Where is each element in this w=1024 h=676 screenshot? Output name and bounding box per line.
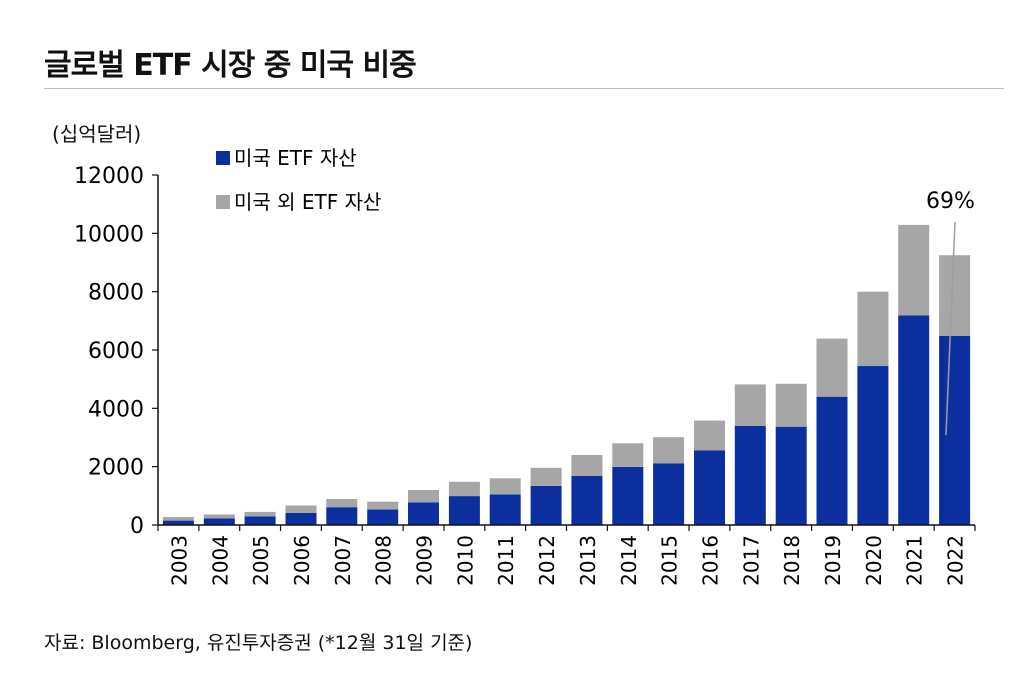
y-tick-label-2000: 2000 bbox=[88, 456, 144, 481]
x-tick-label-2010: 2010 bbox=[453, 535, 477, 586]
bar-non-us-2014 bbox=[612, 443, 644, 467]
bar-us-2014 bbox=[612, 467, 644, 525]
y-tick-label-8000: 8000 bbox=[88, 281, 144, 306]
bar-non-us-2021 bbox=[898, 224, 930, 316]
annotation-share-label: 69% bbox=[926, 189, 975, 214]
title-divider bbox=[44, 88, 1004, 89]
bar-us-2006 bbox=[285, 512, 317, 526]
bar-non-us-2013 bbox=[571, 455, 603, 476]
bar-us-2016 bbox=[694, 450, 725, 525]
bar-non-us-2009 bbox=[408, 490, 439, 503]
legend-swatch-non-us bbox=[216, 195, 230, 209]
x-tick-label-2015: 2015 bbox=[658, 535, 682, 586]
y-tick-label-4000: 4000 bbox=[88, 397, 144, 422]
x-tick-label-2018: 2018 bbox=[780, 535, 804, 586]
bar-non-us-2019 bbox=[816, 338, 848, 397]
x-tick-label-2021: 2021 bbox=[903, 535, 927, 586]
bar-non-us-2006 bbox=[285, 505, 317, 513]
legend-swatch-us bbox=[216, 151, 230, 165]
x-tick-label-2012: 2012 bbox=[535, 535, 559, 586]
bar-non-us-2011 bbox=[489, 478, 521, 495]
y-tick-label-0: 0 bbox=[130, 514, 144, 539]
bar-us-2019 bbox=[816, 396, 848, 525]
bar-us-2022 bbox=[939, 336, 971, 525]
bar-us-2015 bbox=[653, 463, 685, 525]
bar-us-2013 bbox=[571, 476, 603, 525]
x-tick-label-2019: 2019 bbox=[821, 535, 845, 586]
x-tick-label-2011: 2011 bbox=[494, 535, 518, 586]
bar-us-2011 bbox=[489, 494, 521, 525]
bar-non-us-2017 bbox=[734, 384, 766, 426]
x-tick-label-2003: 2003 bbox=[167, 535, 191, 586]
bars-group bbox=[162, 224, 971, 526]
bar-non-us-2022 bbox=[939, 255, 971, 336]
x-tick-label-2013: 2013 bbox=[576, 535, 600, 586]
x-tick-label-2006: 2006 bbox=[290, 535, 314, 586]
x-tick-label-2009: 2009 bbox=[413, 535, 437, 586]
bar-non-us-2015 bbox=[653, 437, 685, 464]
bar-non-us-2016 bbox=[694, 420, 725, 451]
bar-us-2020 bbox=[857, 366, 889, 525]
bar-us-2008 bbox=[367, 509, 399, 525]
legend-label-us: 미국 ETF 자산 bbox=[234, 146, 357, 170]
bar-non-us-2012 bbox=[530, 467, 562, 486]
bar-us-2012 bbox=[530, 485, 562, 525]
bar-us-2003 bbox=[162, 520, 194, 525]
x-tick-label-2007: 2007 bbox=[331, 535, 355, 586]
bar-non-us-2008 bbox=[367, 501, 399, 510]
bar-non-us-2007 bbox=[326, 499, 358, 508]
annotation-leader-line bbox=[945, 221, 956, 436]
source-note: 자료: Bloomberg, 유진투자증권 (*12월 31일 기준) bbox=[44, 632, 473, 654]
bar-us-2010 bbox=[448, 496, 480, 525]
bar-us-2004 bbox=[203, 518, 235, 525]
bar-us-2017 bbox=[734, 425, 766, 525]
x-tick-label-2020: 2020 bbox=[862, 535, 886, 586]
y-axis-unit-label: (십억달러) bbox=[52, 122, 142, 146]
bar-us-2009 bbox=[408, 502, 439, 526]
axes-group bbox=[152, 174, 976, 531]
bar-non-us-2003 bbox=[162, 517, 194, 521]
legend: 미국 ETF 자산 미국 외 ETF 자산 bbox=[216, 146, 381, 214]
bar-non-us-2010 bbox=[448, 481, 480, 497]
y-tick-label-12000: 12000 bbox=[74, 164, 144, 189]
x-tick-label-2008: 2008 bbox=[372, 535, 396, 586]
bar-non-us-2005 bbox=[244, 511, 276, 517]
bar-non-us-2018 bbox=[775, 383, 807, 427]
legend-label-non-us: 미국 외 ETF 자산 bbox=[234, 190, 381, 214]
x-tick-label-2017: 2017 bbox=[739, 535, 763, 586]
bar-non-us-2020 bbox=[857, 291, 889, 367]
x-tick-labels: 2003 2004 2005 2006 2007 2008 2009 2010 2011 2012… bbox=[167, 535, 967, 586]
page-title: 글로벌 ETF 시장 중 미국 비중 bbox=[44, 48, 417, 83]
x-tick-label-2022: 2022 bbox=[944, 535, 968, 586]
x-tick-label-2005: 2005 bbox=[249, 535, 273, 586]
x-tick-label-2004: 2004 bbox=[208, 535, 232, 586]
bar-non-us-2004 bbox=[203, 514, 235, 519]
y-tick-label-10000: 10000 bbox=[74, 222, 144, 247]
bar-us-2018 bbox=[775, 426, 807, 525]
x-tick-label-2014: 2014 bbox=[617, 535, 641, 586]
bar-us-2007 bbox=[326, 507, 358, 525]
x-tick-label-2016: 2016 bbox=[699, 535, 723, 586]
bar-us-2005 bbox=[244, 516, 276, 526]
y-tick-labels: 0 2000 4000 6000 8000 10000 12000 bbox=[74, 164, 144, 539]
bar-us-2021 bbox=[898, 315, 930, 525]
y-tick-label-6000: 6000 bbox=[88, 339, 144, 364]
